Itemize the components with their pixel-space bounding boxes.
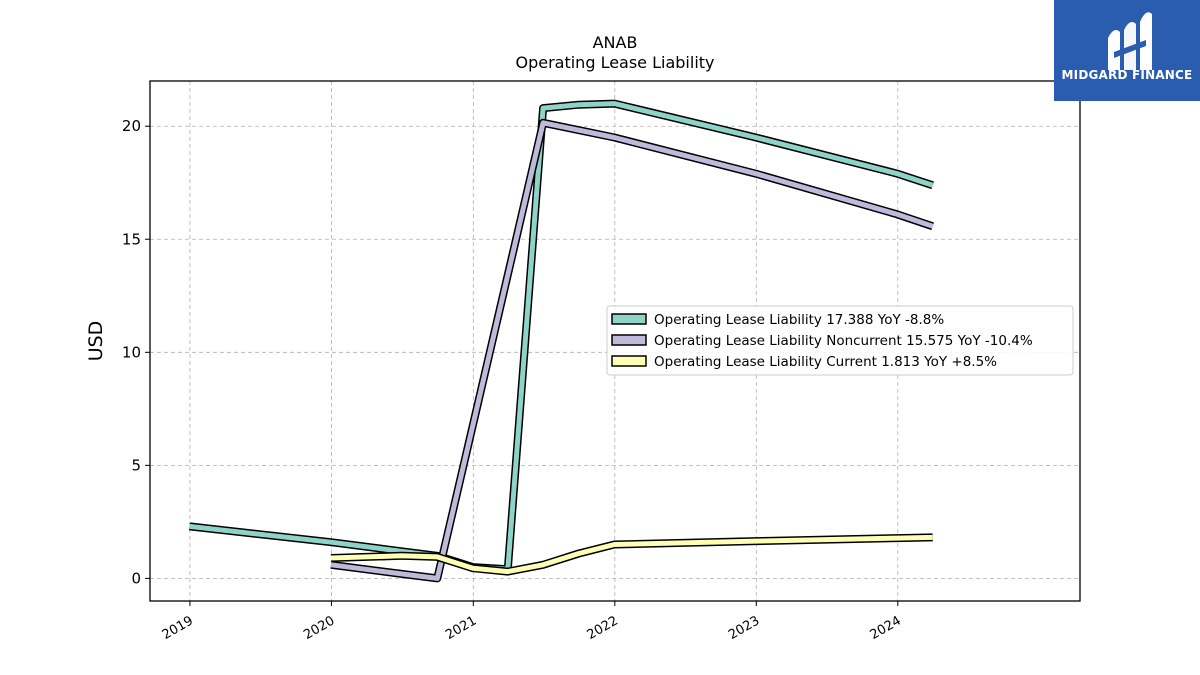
legend-label: Operating Lease Liability Current 1.813 …	[654, 354, 997, 370]
x-axis-ticks: 2019 2020 2021 2022 2023 2024	[160, 601, 904, 643]
y-tick-label: 20	[122, 117, 141, 135]
legend-label: Operating Lease Liability 17.388 YoY -8.…	[654, 312, 944, 328]
series-line-fill	[189, 101, 934, 572]
x-tick-label: 2023	[726, 613, 762, 643]
chart-title: ANAB	[593, 33, 638, 52]
logo: MIDGARD FINANCE	[1054, 0, 1200, 101]
x-tick-label: 2021	[443, 613, 479, 643]
chart-subtitle: Operating Lease Liability	[515, 53, 714, 72]
x-tick-label: 2022	[585, 613, 621, 643]
series-line	[330, 118, 934, 583]
series-line	[189, 99, 934, 574]
y-tick-label: 5	[131, 456, 141, 474]
y-tick-label: 15	[122, 230, 141, 248]
series-line	[330, 533, 933, 576]
series-line-fill	[330, 120, 934, 581]
legend-swatch	[611, 355, 647, 367]
x-tick-label: 2019	[160, 613, 196, 643]
legend-swatch	[611, 334, 647, 346]
x-tick-label: 2020	[301, 613, 337, 643]
y-tick-label: 10	[122, 343, 141, 361]
legend: Operating Lease Liability 17.388 YoY -8.…	[606, 305, 1074, 376]
x-tick-label: 2024	[868, 613, 904, 643]
series-lines	[189, 99, 934, 583]
logo-text: MIDGARD FINANCE	[1061, 68, 1193, 82]
y-axis-ticks: 0 5 10 15 20	[122, 117, 150, 587]
legend-swatch	[611, 313, 647, 325]
series-line-fill	[330, 534, 933, 575]
logo-mark-icon	[1108, 12, 1152, 70]
grid	[150, 81, 1080, 601]
y-axis-label: USD	[85, 321, 107, 362]
legend-box	[606, 305, 1074, 376]
y-tick-label: 0	[131, 569, 141, 587]
legend-label: Operating Lease Liability Noncurrent 15.…	[654, 333, 1033, 349]
